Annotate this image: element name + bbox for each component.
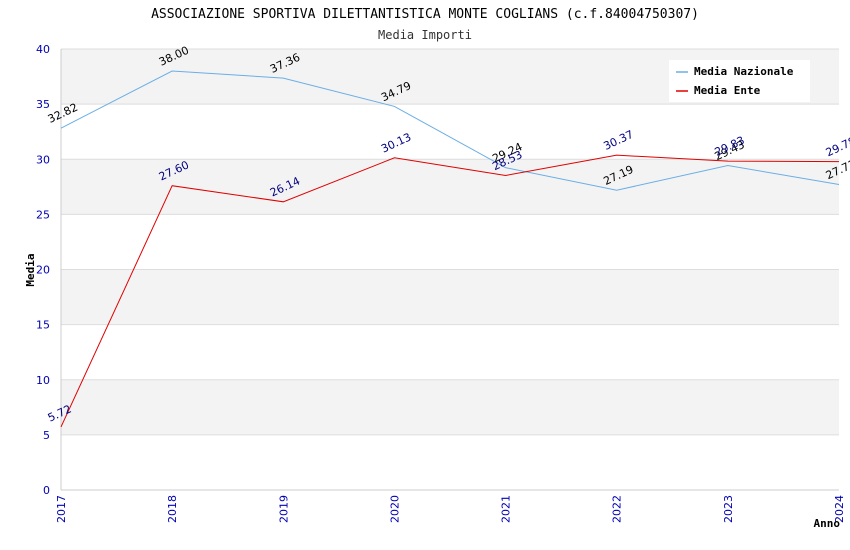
y-tick-label: 10 xyxy=(36,374,50,387)
x-tick-label: 2023 xyxy=(722,495,735,523)
x-axis-label: Anno xyxy=(814,517,841,530)
y-tick-label: 5 xyxy=(43,429,50,442)
y-tick-label: 35 xyxy=(36,98,50,111)
legend-entry-media-nazionale: Media Nazionale xyxy=(694,65,794,78)
y-tick-label: 30 xyxy=(36,153,50,166)
axes xyxy=(60,49,839,491)
data-label: 30.13 xyxy=(379,130,413,155)
x-tick-label: 2024 xyxy=(833,495,846,523)
series-line xyxy=(60,154,840,428)
x-tick-label: 2017 xyxy=(55,495,68,523)
y-tick-label: 40 xyxy=(36,43,50,56)
grid-band xyxy=(61,159,839,215)
y-tick-label: 0 xyxy=(43,484,50,497)
y-tick-label: 20 xyxy=(36,264,50,277)
chart-subtitle: Media Importi xyxy=(378,28,472,42)
x-tick-label: 2021 xyxy=(500,495,513,523)
plot-background-bands xyxy=(61,49,839,435)
data-label: 30.37 xyxy=(601,128,635,153)
series-line xyxy=(60,70,840,191)
x-tick-label: 2022 xyxy=(611,495,624,523)
data-label: 29.78 xyxy=(824,134,850,159)
series-lines xyxy=(60,70,840,428)
grid-band xyxy=(61,269,839,325)
y-axis-label: Media xyxy=(24,253,37,286)
x-tick-label: 2020 xyxy=(388,495,401,523)
x-tick-label: 2019 xyxy=(277,495,290,523)
chart-title: ASSOCIAZIONE SPORTIVA DILETTANTISTICA MO… xyxy=(151,7,699,22)
grid-lines xyxy=(61,48,839,491)
x-tick-label: 2018 xyxy=(166,495,179,523)
y-tick-labels: 0 5 10 15 20 25 30 35 40 xyxy=(36,43,50,497)
legend: Media Nazionale Media Ente xyxy=(669,60,810,102)
legend-box xyxy=(669,60,810,102)
y-tick-label: 15 xyxy=(36,319,50,332)
y-tick-label: 25 xyxy=(36,208,50,221)
grid-band xyxy=(61,379,839,435)
legend-entry-media-ente: Media Ente xyxy=(694,84,761,97)
x-tick-labels: 2017 2018 2019 2020 2021 2022 2023 2024 xyxy=(55,495,846,523)
